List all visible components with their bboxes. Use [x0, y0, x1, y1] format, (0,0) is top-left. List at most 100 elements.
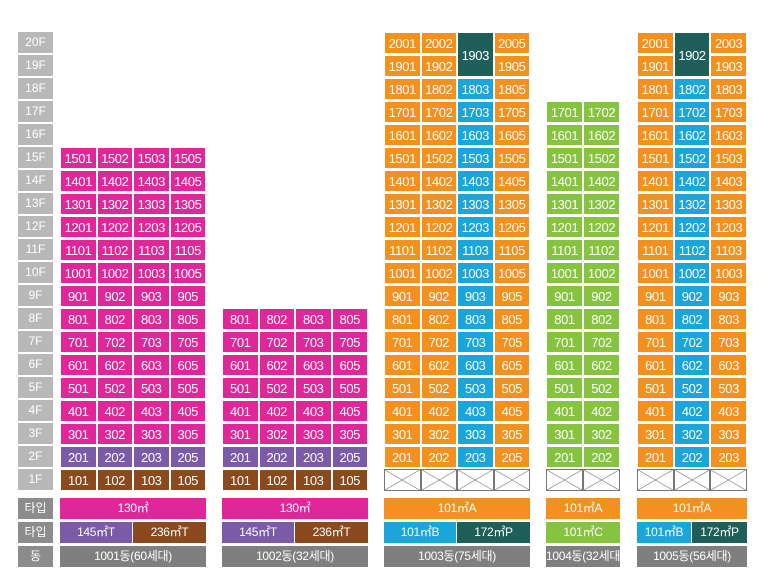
unit-cell: 1501 [60, 147, 97, 169]
floor-label: 7F [18, 331, 53, 352]
unit-cell: 902 [583, 285, 620, 307]
unit-cell: 302 [420, 423, 457, 445]
unit-cell: 1402 [96, 170, 133, 192]
floor-label: 5F [18, 377, 53, 398]
unit-cell: 1805 [493, 78, 530, 100]
unit-cell: 2002 [420, 32, 457, 54]
unit-cell: 302 [583, 423, 620, 445]
unit-cell: 401 [546, 400, 583, 422]
unit-cell: 1303 [710, 193, 747, 215]
unit-cell: 801 [637, 308, 674, 330]
unit-cell: 2003 [710, 32, 747, 54]
unit-cell: 1503 [457, 147, 494, 169]
unit-cell: 201 [384, 446, 421, 468]
unit-cell: 501 [637, 377, 674, 399]
cross-icon [385, 470, 420, 490]
unit-cell: 1501 [637, 147, 674, 169]
unit-cell: 703 [457, 331, 494, 353]
unit-cell: 1201 [384, 216, 421, 238]
unit-cell: 602 [258, 354, 295, 376]
unit-cell: 1202 [96, 216, 133, 238]
legend-type2-1005: 172㎡P [692, 522, 747, 543]
unit-cell: 1203 [710, 216, 747, 238]
unit-cell: 1503 [133, 147, 170, 169]
unit-cell: 1502 [420, 147, 457, 169]
cross-icon [711, 470, 746, 490]
unit-cell: 703 [710, 331, 747, 353]
unit-cell: 1102 [583, 239, 620, 261]
unit-cell: 602 [96, 354, 133, 376]
unit-cell: 703 [295, 331, 332, 353]
unit-cell: 1701 [637, 101, 674, 123]
unit-cell: 803 [133, 308, 170, 330]
unit-cell: 303 [457, 423, 494, 445]
unit-cell: 303 [133, 423, 170, 445]
legend-type2-1002: 145㎡T [222, 522, 294, 543]
pilotis-cell [546, 469, 583, 491]
unit-cell: 1703 [457, 101, 494, 123]
unit-cell: 402 [673, 400, 711, 422]
unit-cell: 1403 [710, 170, 747, 192]
unit-cell: 601 [637, 354, 674, 376]
unit-cell: 902 [96, 285, 133, 307]
unit-cell: 1501 [384, 147, 421, 169]
unit-cell: 402 [258, 400, 295, 422]
unit-cell: 202 [96, 446, 133, 468]
pilotis-cell [637, 469, 674, 491]
unit-cell: 205 [331, 446, 368, 468]
unit-cell: 903 [710, 285, 747, 307]
unit-cell: 1502 [583, 147, 620, 169]
unit-cell: 1801 [384, 78, 421, 100]
legend-type2-1001: 145㎡T [60, 522, 132, 543]
unit-cell: 201 [546, 446, 583, 468]
unit-cell: 603 [710, 354, 747, 376]
legend-dong-1005: 1005동(56세대) [637, 546, 747, 567]
unit-cell: 801 [60, 308, 97, 330]
unit-cell: 1505 [493, 147, 530, 169]
unit-cell: 1203 [133, 216, 170, 238]
unit-cell: 601 [222, 354, 259, 376]
unit-cell: 405 [169, 400, 206, 422]
unit-cell: 302 [258, 423, 295, 445]
legend-type2-1001: 236㎡T [133, 522, 206, 543]
floor-label: 19F [18, 55, 53, 76]
unit-cell: 503 [457, 377, 494, 399]
unit-cell: 601 [60, 354, 97, 376]
unit-cell: 1303 [457, 193, 494, 215]
unit-cell: 1202 [583, 216, 620, 238]
unit-cell: 1103 [457, 239, 494, 261]
unit-cell: 1603 [710, 124, 747, 146]
unit-cell: 1305 [169, 193, 206, 215]
unit-cell: 303 [295, 423, 332, 445]
unit-cell: 302 [96, 423, 133, 445]
unit-cell: 905 [169, 285, 206, 307]
unit-cell: 1701 [384, 101, 421, 123]
legend-label-type2: 타입 [18, 522, 53, 543]
cross-icon [638, 470, 673, 490]
unit-cell: 501 [222, 377, 259, 399]
unit-cell: 1403 [133, 170, 170, 192]
pilotis-cell [673, 469, 711, 491]
cross-icon [495, 470, 530, 490]
unit-cell: 701 [384, 331, 421, 353]
unit-cell: 503 [710, 377, 747, 399]
unit-cell: 1302 [673, 193, 711, 215]
unit-cell: 1505 [169, 147, 206, 169]
floor-label: 12F [18, 216, 53, 237]
unit-cell: 2001 [384, 32, 421, 54]
unit-cell: 702 [96, 331, 133, 353]
floor-label: 16F [18, 124, 53, 145]
unit-cell: 403 [133, 400, 170, 422]
pilotis-cell [583, 469, 620, 491]
unit-cell: 201 [222, 446, 259, 468]
unit-cell: 1003 [457, 262, 494, 284]
unit-cell: 603 [133, 354, 170, 376]
unit-cell: 402 [420, 400, 457, 422]
unit-cell: 1205 [169, 216, 206, 238]
unit-cell: 1702 [583, 101, 620, 123]
unit-cell: 1203 [457, 216, 494, 238]
unit-cell: 301 [546, 423, 583, 445]
unit-cell: 1102 [96, 239, 133, 261]
floor-label: 4F [18, 400, 53, 421]
floor-label: 9F [18, 285, 53, 306]
